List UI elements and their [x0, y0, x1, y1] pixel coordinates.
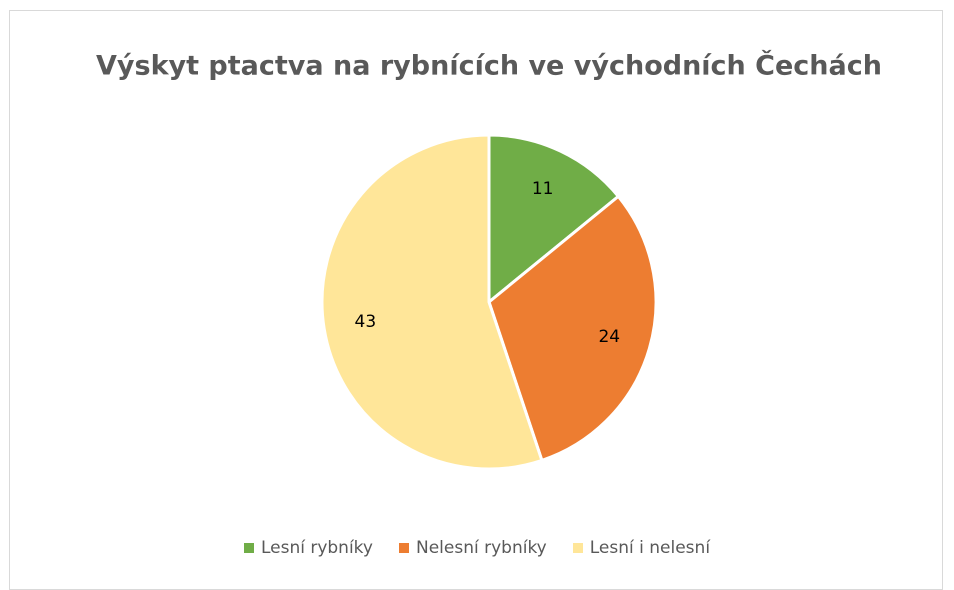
legend-item: Nelesní rybníky	[398, 538, 547, 558]
pie-slice	[487, 194, 658, 463]
legend-swatch	[243, 543, 254, 553]
data-label: 11	[532, 179, 554, 199]
data-label: 43	[355, 312, 377, 332]
data-label: 24	[598, 327, 620, 347]
legend-swatch	[572, 543, 583, 553]
chart-title: Výskyt ptactva na rybnících ve východníc…	[96, 50, 882, 82]
legend-item: Lesní i nelesní	[572, 538, 711, 558]
legend: Lesní rybníky Nelesní rybníky Lesní i nele…	[0, 538, 954, 558]
legend-item: Lesní rybníky	[243, 538, 373, 558]
legend-label: Lesní rybníky	[260, 538, 373, 558]
legend-label: Nelesní rybníky	[415, 538, 547, 558]
legend-label: Lesní i nelesní	[589, 538, 711, 558]
pie-slice	[320, 133, 544, 471]
legend-swatch	[398, 543, 409, 553]
pie-slice	[487, 133, 621, 306]
